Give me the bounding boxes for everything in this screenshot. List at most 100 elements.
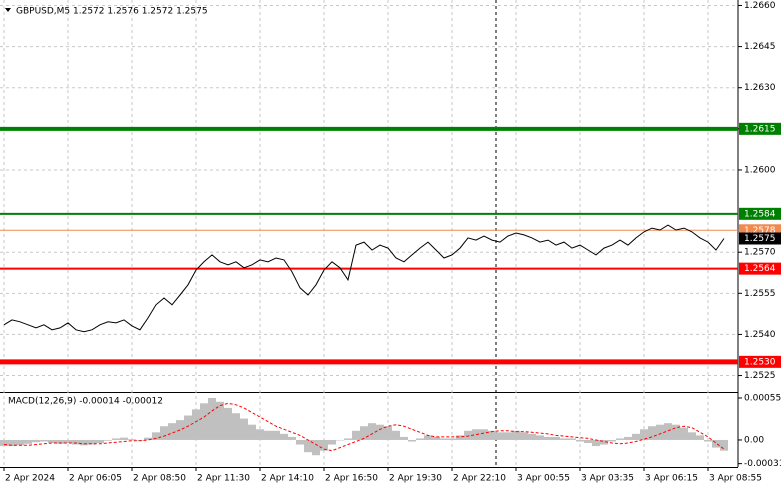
macd-bar: [264, 430, 272, 440]
level-label: 1.2615: [744, 124, 776, 134]
macd-bar: [672, 424, 680, 440]
macd-bar: [448, 438, 456, 440]
macd-bar: [168, 423, 176, 440]
macd-bar: [96, 439, 104, 444]
macd-bar: [224, 407, 232, 440]
x-tick-label: 3 Apr 06:15: [645, 474, 698, 484]
level-label-box: [739, 207, 781, 220]
macd-bar: [56, 439, 64, 444]
macd-bar: [464, 430, 472, 440]
y-tick-label: 1.2540: [744, 330, 776, 340]
x-tick-label: 3 Apr 08:55: [709, 474, 762, 484]
macd-bar: [664, 423, 672, 440]
macd-bar: [528, 433, 536, 440]
macd-bar: [88, 439, 96, 445]
macd-bar: [184, 415, 192, 440]
macd-bar: [48, 439, 56, 444]
macd-bar: [720, 439, 728, 451]
x-tick-label: 2 Apr 06:05: [69, 474, 122, 484]
macd-bar: [504, 432, 512, 440]
macd-bar: [512, 430, 520, 440]
macd-bar: [392, 430, 400, 440]
macd-bar: [544, 436, 552, 440]
x-tick-label: 2 Apr 2024: [5, 474, 55, 484]
macd-bar: [408, 439, 416, 442]
macd-bar: [520, 432, 528, 440]
macd-bar: [432, 436, 440, 440]
macd-bar: [288, 436, 296, 440]
chart-title: GBPUSD,M5 1.2572 1.2576 1.2572 1.2575: [16, 7, 208, 17]
macd-bar: [208, 397, 216, 440]
macd-bar: [256, 429, 264, 440]
macd-bar: [584, 439, 592, 444]
level-label-box: [739, 262, 781, 275]
y-tick-label: 1.2570: [744, 248, 776, 258]
macd-bar: [24, 439, 32, 444]
y-tick-label: 0.00055: [744, 393, 781, 403]
macd-bar: [304, 439, 312, 453]
level-label-box: [739, 355, 781, 368]
macd-bar: [320, 439, 328, 451]
macd-bar: [368, 423, 376, 440]
macd-bar: [696, 435, 704, 440]
macd-bar: [616, 438, 624, 440]
macd-bar: [144, 437, 152, 440]
y-tick-label: 1.2660: [744, 1, 776, 11]
macd-bar: [296, 439, 304, 445]
macd-bar: [272, 430, 280, 440]
macd-bar: [624, 436, 632, 440]
macd-bar: [640, 429, 648, 440]
macd-bar: [248, 424, 256, 440]
macd-title: MACD(12,26,9) -0.00014 -0.00012: [8, 397, 163, 407]
level-label: 1.2575: [744, 234, 776, 244]
macd-bar: [200, 403, 208, 440]
macd-bar: [560, 438, 568, 440]
macd-bar: [344, 438, 352, 440]
y-tick-label: 1.2645: [744, 42, 776, 52]
macd-bar: [312, 439, 320, 456]
macd-bar: [64, 439, 72, 444]
macd-bar: [384, 426, 392, 440]
macd-bar: [456, 435, 464, 440]
level-label: 1.2530: [744, 357, 776, 367]
macd-bar: [16, 439, 24, 446]
macd-bar: [328, 439, 336, 445]
macd-bar: [648, 426, 656, 440]
macd-bar: [128, 439, 136, 440]
menu-arrow: [5, 8, 11, 12]
macd-bar: [400, 436, 408, 440]
macd-bar: [576, 439, 584, 442]
x-tick-label: 2 Apr 19:30: [389, 474, 442, 484]
macd-bar: [280, 433, 288, 440]
macd-bar: [8, 439, 16, 447]
macd-bar: [0, 439, 8, 447]
macd-bar: [80, 439, 88, 446]
macd-bar: [32, 439, 40, 443]
macd-bar: [360, 426, 368, 440]
macd-bar: [568, 438, 576, 440]
macd-bar: [416, 438, 424, 440]
macd-bar: [704, 439, 712, 442]
macd-bar: [632, 433, 640, 440]
macd-bar: [152, 432, 160, 440]
macd-bar: [440, 438, 448, 440]
macd-bar: [480, 429, 488, 440]
macd-bar: [120, 437, 128, 440]
macd-bar: [488, 430, 496, 440]
x-tick-label: 2 Apr 11:30: [197, 474, 250, 484]
macd-bar: [608, 439, 616, 442]
macd-bar: [160, 426, 168, 440]
x-tick-label: 2 Apr 08:50: [133, 474, 186, 484]
macd-bar: [680, 427, 688, 440]
macd-bar: [216, 401, 224, 440]
x-tick-label: 3 Apr 03:35: [581, 474, 634, 484]
macd-bar: [472, 429, 480, 440]
level-label-box: [739, 122, 781, 135]
macd-bar: [40, 439, 48, 442]
macd-bar: [336, 439, 344, 441]
macd-bar: [112, 438, 120, 440]
macd-bar: [376, 424, 384, 440]
macd-bar: [688, 432, 696, 440]
